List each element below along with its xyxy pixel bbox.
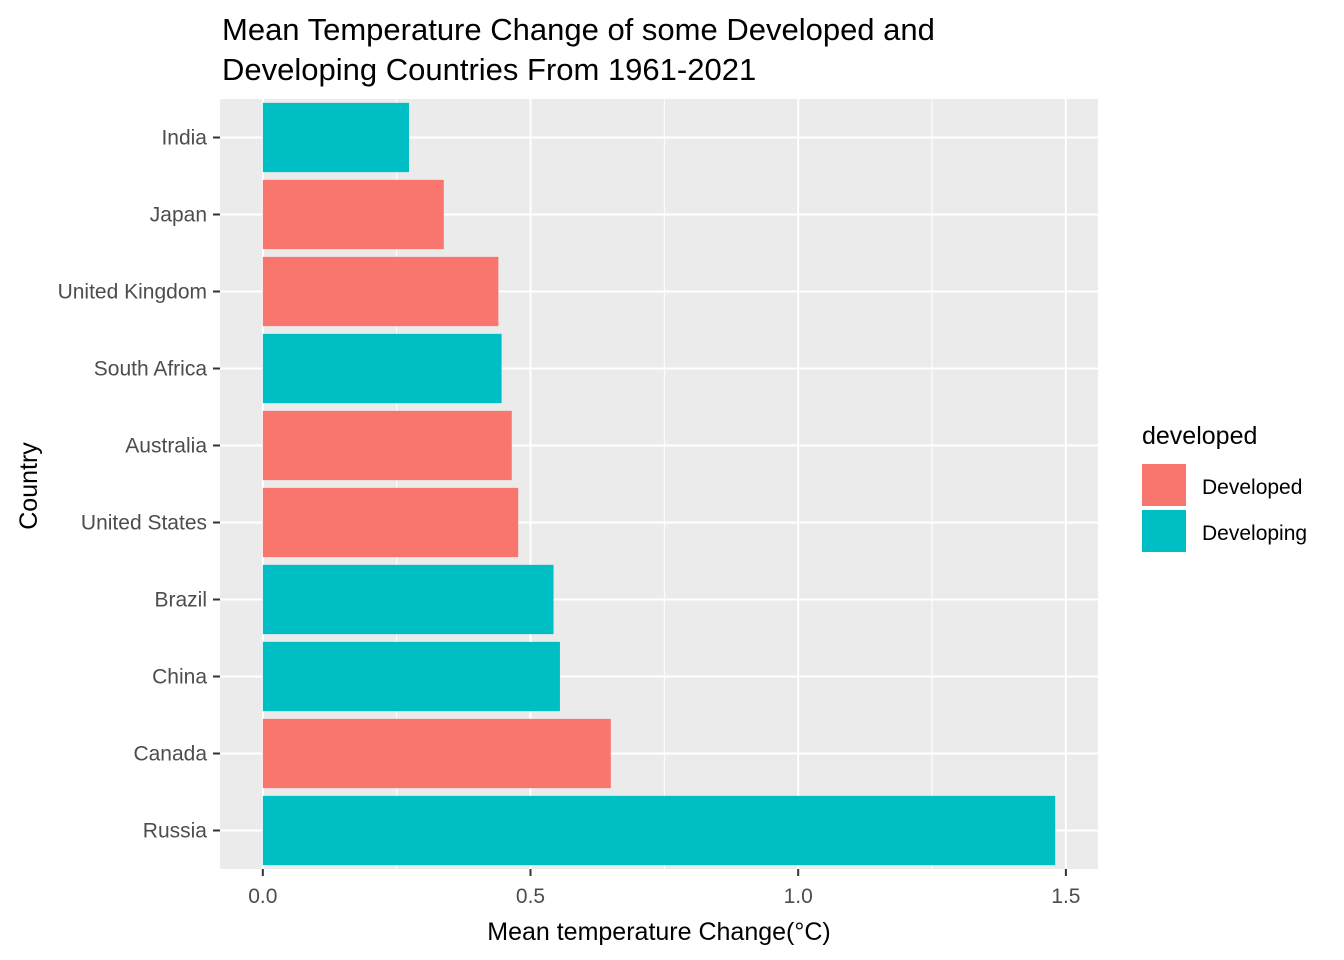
bar-china <box>262 641 560 712</box>
x-tick-label: 0.5 <box>516 885 545 908</box>
chart-title-line-1: Mean Temperature Change of some Develope… <box>222 12 935 47</box>
y-tick-label: Brazil <box>154 589 207 612</box>
y-tick-label: South Africa <box>94 358 208 381</box>
bar-russia <box>262 795 1056 866</box>
bar-united-states <box>262 487 519 558</box>
bar-australia <box>262 410 512 481</box>
bar-brazil <box>262 564 554 635</box>
y-axis: India Japan United Kingdom South Africa Aust… <box>58 127 220 843</box>
x-tick-label: 1.5 <box>1051 885 1080 908</box>
y-tick-label: China <box>152 666 207 689</box>
bar-south-africa <box>262 333 502 404</box>
bars <box>262 102 1056 866</box>
legend-title: developed <box>1142 422 1257 450</box>
chart-title-line-2: Developing Countries From 1961-2021 <box>222 52 756 87</box>
bar-india <box>262 102 409 173</box>
y-tick-label: India <box>161 127 207 150</box>
bar-japan <box>262 179 444 250</box>
y-tick-label: United States <box>81 512 207 535</box>
y-tick-label: United Kingdom <box>58 281 207 304</box>
bar-united-kingdom <box>262 256 499 327</box>
y-tick-label: Australia <box>125 435 207 458</box>
legend-swatch-developing <box>1142 510 1186 552</box>
y-tick-label: Russia <box>143 820 208 843</box>
bar-canada <box>262 718 611 789</box>
legend-label-developed: Developed <box>1202 476 1302 499</box>
x-axis: 0.0 0.5 1.0 1.5 <box>248 869 1080 908</box>
x-axis-title: Mean temperature Change(°C) <box>487 918 831 946</box>
legend: developed Developed Developing <box>1142 422 1307 552</box>
y-tick-label: Japan <box>150 204 207 227</box>
legend-label-developing: Developing <box>1202 522 1307 545</box>
y-axis-title: Country <box>15 442 43 530</box>
x-tick-label: 0.0 <box>248 885 277 908</box>
legend-swatch-developed <box>1142 464 1186 506</box>
x-tick-label: 1.0 <box>784 885 813 908</box>
y-tick-label: Canada <box>133 743 207 766</box>
